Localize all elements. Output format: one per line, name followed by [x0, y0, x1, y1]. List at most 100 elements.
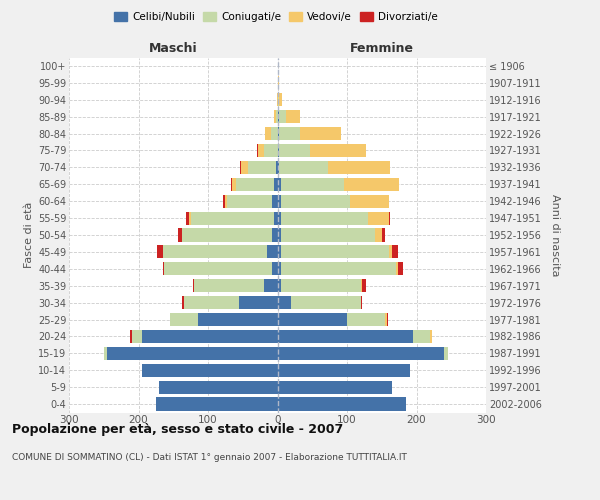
Bar [227, 194, 272, 208]
Bar [107, 346, 277, 360]
Bar [286, 110, 300, 124]
Bar [272, 228, 277, 241]
Bar [277, 279, 281, 292]
Bar [277, 380, 392, 394]
Bar [279, 161, 328, 174]
Bar [142, 330, 277, 343]
Bar [277, 364, 410, 377]
Bar [224, 194, 227, 208]
Bar [276, 110, 277, 124]
Bar [281, 228, 375, 241]
Bar [265, 127, 271, 140]
Bar [392, 246, 398, 258]
Bar [277, 144, 279, 157]
Bar [362, 279, 366, 292]
Bar [277, 212, 281, 224]
Bar [344, 178, 399, 191]
Bar [248, 161, 276, 174]
Bar [239, 296, 277, 309]
Bar [186, 212, 189, 224]
Bar [277, 194, 281, 208]
Bar [274, 110, 276, 124]
Bar [156, 398, 277, 410]
Legend: Celibi/Nubili, Coniugati/e, Vedovi/e, Divorziati/e: Celibi/Nubili, Coniugati/e, Vedovi/e, Di… [110, 8, 442, 26]
Bar [277, 346, 444, 360]
Bar [163, 262, 164, 276]
Bar [277, 296, 292, 309]
Bar [272, 194, 277, 208]
Bar [163, 246, 267, 258]
Bar [189, 212, 191, 224]
Bar [236, 178, 274, 191]
Bar [361, 279, 362, 292]
Bar [389, 212, 390, 224]
Bar [130, 330, 131, 343]
Text: Maschi: Maschi [149, 42, 197, 55]
Bar [375, 228, 382, 241]
Bar [131, 330, 142, 343]
Bar [292, 296, 361, 309]
Text: Femmine: Femmine [350, 42, 414, 55]
Bar [277, 76, 279, 90]
Bar [272, 262, 277, 276]
Bar [281, 246, 389, 258]
Bar [232, 178, 236, 191]
Bar [104, 346, 107, 360]
Bar [368, 212, 389, 224]
Text: COMUNE DI SOMMATINO (CL) - Dati ISTAT 1° gennaio 2007 - Elaborazione TUTTITALIA.: COMUNE DI SOMMATINO (CL) - Dati ISTAT 1°… [12, 452, 407, 462]
Bar [197, 313, 277, 326]
Bar [277, 330, 413, 343]
Bar [395, 262, 398, 276]
Bar [182, 296, 184, 309]
Bar [413, 330, 430, 343]
Bar [277, 161, 279, 174]
Bar [281, 194, 350, 208]
Bar [267, 246, 277, 258]
Bar [277, 313, 347, 326]
Bar [276, 161, 277, 174]
Bar [300, 127, 341, 140]
Bar [263, 279, 277, 292]
Y-axis label: Fasce di età: Fasce di età [23, 202, 34, 268]
Bar [279, 144, 310, 157]
Bar [430, 330, 432, 343]
Bar [444, 346, 448, 360]
Y-axis label: Anni di nascita: Anni di nascita [550, 194, 560, 276]
Bar [279, 127, 300, 140]
Bar [170, 313, 197, 326]
Bar [274, 178, 277, 191]
Bar [277, 228, 281, 241]
Bar [258, 144, 263, 157]
Bar [281, 178, 344, 191]
Bar [389, 246, 392, 258]
Bar [223, 194, 224, 208]
Bar [263, 144, 277, 157]
Bar [277, 127, 279, 140]
Bar [281, 279, 361, 292]
Bar [279, 93, 283, 106]
Bar [279, 110, 286, 124]
Bar [193, 279, 194, 292]
Bar [191, 212, 274, 224]
Bar [350, 194, 389, 208]
Bar [277, 93, 279, 106]
Bar [241, 161, 248, 174]
Bar [160, 380, 277, 394]
Bar [178, 228, 182, 241]
Text: Popolazione per età, sesso e stato civile - 2007: Popolazione per età, sesso e stato civil… [12, 422, 343, 436]
Bar [164, 262, 272, 276]
Bar [277, 398, 406, 410]
Bar [274, 212, 277, 224]
Bar [231, 178, 232, 191]
Bar [271, 127, 277, 140]
Bar [277, 262, 281, 276]
Bar [328, 161, 390, 174]
Bar [281, 262, 395, 276]
Bar [347, 313, 385, 326]
Bar [385, 313, 386, 326]
Bar [277, 246, 281, 258]
Bar [184, 296, 239, 309]
Bar [386, 313, 388, 326]
Bar [277, 110, 279, 124]
Bar [277, 178, 281, 191]
